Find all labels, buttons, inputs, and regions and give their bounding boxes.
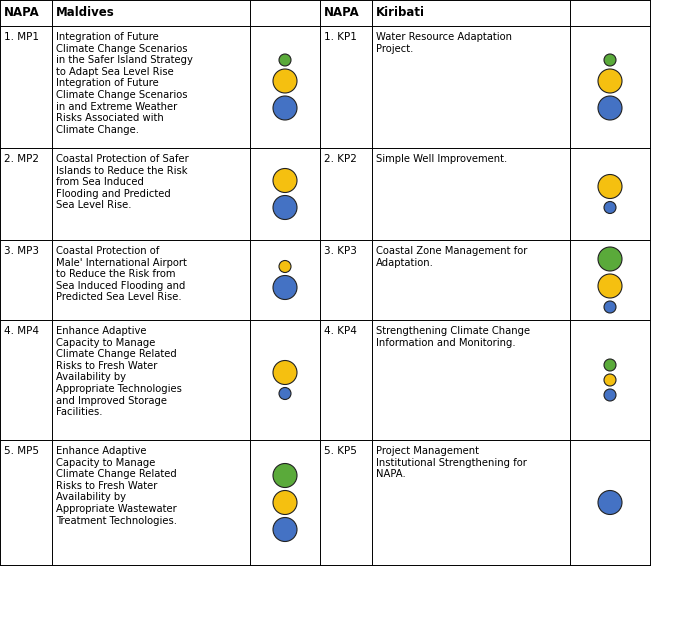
Circle shape: [604, 54, 616, 66]
Text: Project Management
Institutional Strengthening for
NAPA.: Project Management Institutional Strengt…: [376, 446, 527, 479]
Circle shape: [598, 491, 622, 515]
Circle shape: [273, 168, 297, 193]
Circle shape: [604, 389, 616, 401]
Circle shape: [273, 491, 297, 515]
Text: 3. KP3: 3. KP3: [324, 246, 357, 256]
Text: 2. KP2: 2. KP2: [324, 154, 357, 164]
Text: Coastal Protection of Safer
Islands to Reduce the Risk
from Sea Induced
Flooding: Coastal Protection of Safer Islands to R…: [56, 154, 189, 210]
Circle shape: [273, 518, 297, 542]
Text: Maldives: Maldives: [56, 7, 115, 20]
Circle shape: [598, 175, 622, 199]
Circle shape: [598, 96, 622, 120]
Text: 5. MP5: 5. MP5: [4, 446, 39, 456]
Circle shape: [279, 260, 291, 273]
Text: 3. MP3: 3. MP3: [4, 246, 39, 256]
Circle shape: [273, 69, 297, 93]
Text: NAPA: NAPA: [324, 7, 359, 20]
Text: Water Resource Adaptation
Project.: Water Resource Adaptation Project.: [376, 32, 512, 54]
Text: Coastal Protection of
Male' International Airport
to Reduce the Risk from
Sea In: Coastal Protection of Male' Internationa…: [56, 246, 187, 302]
Text: 5. KP5: 5. KP5: [324, 446, 357, 456]
Text: NAPA: NAPA: [4, 7, 40, 20]
Text: 4. MP4: 4. MP4: [4, 326, 39, 336]
Text: 4. KP4: 4. KP4: [324, 326, 357, 336]
Circle shape: [273, 196, 297, 220]
Circle shape: [273, 463, 297, 487]
Circle shape: [273, 276, 297, 299]
Text: 2. MP2: 2. MP2: [4, 154, 39, 164]
Circle shape: [279, 387, 291, 399]
Circle shape: [604, 374, 616, 386]
Circle shape: [604, 202, 616, 213]
Circle shape: [279, 54, 291, 66]
Text: Simple Well Improvement.: Simple Well Improvement.: [376, 154, 507, 164]
Circle shape: [598, 247, 622, 271]
Circle shape: [273, 96, 297, 120]
Text: Coastal Zone Management for
Adaptation.: Coastal Zone Management for Adaptation.: [376, 246, 528, 268]
Text: Strengthening Climate Change
Information and Monitoring.: Strengthening Climate Change Information…: [376, 326, 530, 347]
Circle shape: [604, 301, 616, 313]
Circle shape: [273, 360, 297, 384]
Text: Integration of Future
Climate Change Scenarios
in the Safer Island Strategy
to A: Integration of Future Climate Change Sce…: [56, 32, 193, 135]
Circle shape: [604, 359, 616, 371]
Text: 1. MP1: 1. MP1: [4, 32, 39, 42]
Text: Enhance Adaptive
Capacity to Manage
Climate Change Related
Risks to Fresh Water
: Enhance Adaptive Capacity to Manage Clim…: [56, 446, 177, 526]
Text: Kiribati: Kiribati: [376, 7, 425, 20]
Text: Enhance Adaptive
Capacity to Manage
Climate Change Related
Risks to Fresh Water
: Enhance Adaptive Capacity to Manage Clim…: [56, 326, 182, 417]
Circle shape: [598, 69, 622, 93]
Circle shape: [598, 274, 622, 298]
Text: 1. KP1: 1. KP1: [324, 32, 357, 42]
